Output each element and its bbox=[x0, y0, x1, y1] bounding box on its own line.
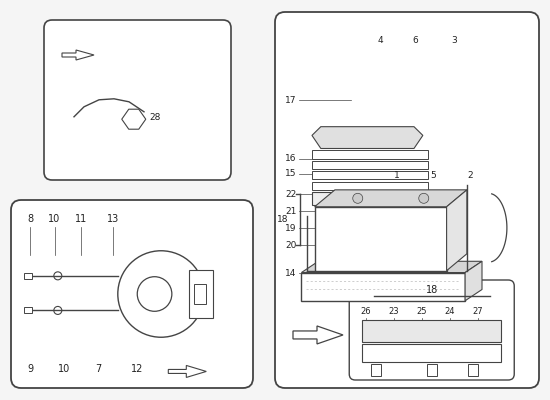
Text: 20: 20 bbox=[285, 241, 296, 250]
Text: 10: 10 bbox=[48, 214, 60, 224]
Text: 18: 18 bbox=[426, 285, 438, 295]
Text: 26: 26 bbox=[360, 308, 371, 316]
Bar bbox=[312, 171, 428, 179]
Polygon shape bbox=[465, 261, 482, 301]
Polygon shape bbox=[168, 366, 206, 378]
Text: 15: 15 bbox=[285, 169, 296, 178]
Text: 21: 21 bbox=[285, 207, 296, 216]
Bar bbox=[371, 364, 381, 376]
Bar bbox=[301, 272, 465, 301]
Text: eurospares: eurospares bbox=[336, 224, 415, 236]
Polygon shape bbox=[312, 127, 423, 148]
Bar bbox=[189, 270, 213, 318]
Text: 24: 24 bbox=[444, 308, 455, 316]
Text: 28: 28 bbox=[150, 113, 161, 122]
Text: 2: 2 bbox=[468, 171, 473, 180]
Bar bbox=[312, 150, 428, 159]
Text: 23: 23 bbox=[388, 308, 399, 316]
Text: 4: 4 bbox=[378, 36, 383, 45]
Bar bbox=[312, 182, 428, 190]
Text: 9: 9 bbox=[28, 364, 34, 374]
Text: eurospares: eurospares bbox=[112, 119, 182, 129]
Polygon shape bbox=[293, 326, 343, 344]
Circle shape bbox=[419, 193, 429, 203]
Text: 19: 19 bbox=[285, 224, 296, 233]
Text: 12: 12 bbox=[131, 364, 143, 374]
Circle shape bbox=[353, 193, 363, 203]
FancyArrowPatch shape bbox=[171, 364, 195, 378]
FancyBboxPatch shape bbox=[275, 12, 539, 388]
Text: 11: 11 bbox=[75, 214, 87, 224]
FancyBboxPatch shape bbox=[44, 20, 231, 180]
Polygon shape bbox=[447, 190, 467, 271]
Text: eurospares: eurospares bbox=[340, 300, 410, 310]
Polygon shape bbox=[315, 190, 467, 207]
Text: 16: 16 bbox=[285, 154, 296, 163]
Text: 3: 3 bbox=[452, 36, 458, 45]
Bar bbox=[24, 308, 31, 314]
Polygon shape bbox=[62, 50, 94, 60]
Bar bbox=[312, 160, 428, 169]
Text: 18: 18 bbox=[277, 215, 289, 224]
FancyBboxPatch shape bbox=[11, 200, 253, 388]
Polygon shape bbox=[122, 109, 146, 129]
Text: 7: 7 bbox=[95, 364, 101, 374]
Bar bbox=[312, 192, 428, 205]
Text: 1: 1 bbox=[394, 171, 399, 180]
Bar bbox=[315, 207, 447, 271]
Bar bbox=[24, 273, 31, 279]
Bar bbox=[469, 364, 478, 376]
Text: 6: 6 bbox=[412, 36, 418, 45]
Text: 25: 25 bbox=[416, 308, 427, 316]
Polygon shape bbox=[301, 261, 482, 272]
Text: 5: 5 bbox=[431, 171, 436, 180]
Text: 22: 22 bbox=[285, 190, 296, 199]
Text: 27: 27 bbox=[472, 308, 483, 316]
Text: eurospares: eurospares bbox=[76, 278, 164, 292]
Bar bbox=[194, 284, 206, 304]
Text: 8: 8 bbox=[28, 214, 34, 224]
Text: 17: 17 bbox=[285, 96, 296, 105]
Bar bbox=[427, 364, 437, 376]
FancyBboxPatch shape bbox=[349, 280, 514, 380]
Bar bbox=[362, 344, 501, 362]
Bar bbox=[362, 320, 501, 342]
Text: 10: 10 bbox=[58, 364, 70, 374]
Text: 14: 14 bbox=[285, 269, 296, 278]
Text: 13: 13 bbox=[107, 214, 119, 224]
